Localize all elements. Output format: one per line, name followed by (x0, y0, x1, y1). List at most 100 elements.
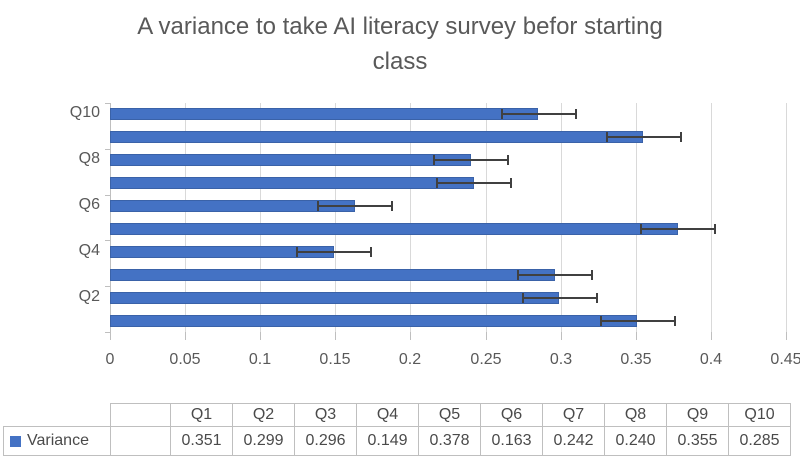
x-axis-tick (486, 332, 487, 340)
table-value-Q5: 0.378 (418, 426, 481, 456)
error-bar-cap-right-Q9 (680, 132, 682, 143)
error-bar-cap-left-Q1 (600, 315, 602, 326)
table-header-Q10: Q10 (728, 403, 791, 427)
x-axis-tick (260, 332, 261, 340)
x-axis-tick (410, 332, 411, 340)
error-bar-Q8 (433, 159, 508, 162)
y-axis-label-Q6: Q6 (78, 196, 100, 213)
error-bar-cap-left-Q7 (436, 178, 438, 189)
error-bar-cap-right-Q7 (510, 178, 512, 189)
table-value-Q9: 0.355 (666, 426, 729, 456)
x-axis-tick (711, 332, 712, 340)
y-axis-tick (105, 240, 110, 241)
x-tick-label: 0.1 (248, 351, 272, 368)
table-value-Q7: 0.242 (542, 426, 605, 456)
table-corner-cell (3, 403, 111, 427)
error-bar-cap-left-Q6 (317, 201, 319, 212)
x-tick-label: 0.4 (699, 351, 723, 368)
x-tick-label: 0.2 (398, 351, 422, 368)
gridline (260, 103, 261, 332)
error-bar-cap-right-Q6 (391, 201, 393, 212)
error-bar-cap-right-Q4 (370, 246, 372, 257)
error-bar-Q9 (606, 136, 681, 139)
y-axis-label-Q10: Q10 (69, 104, 100, 121)
error-bar-cap-right-Q2 (596, 292, 598, 303)
bar-Q5 (110, 222, 678, 235)
table-header-Q3: Q3 (294, 403, 357, 427)
error-bar-cap-left-Q9 (606, 132, 608, 143)
table-value-Q10: 0.285 (728, 426, 791, 456)
gridline (410, 103, 411, 332)
bar-Q1 (110, 314, 637, 327)
gridline (185, 103, 186, 332)
legend-marker-icon (10, 435, 21, 447)
error-bar-Q4 (296, 250, 371, 253)
x-tick-label: 0.45 (770, 351, 800, 368)
legend-label: Variance (27, 432, 89, 449)
table-value-Q2: 0.299 (232, 426, 295, 456)
table-blank-header-cell (110, 403, 171, 427)
y-axis-label-Q8: Q8 (78, 150, 100, 167)
y-axis-tick (105, 286, 110, 287)
y-axis-tick (105, 103, 110, 104)
table-data-row: Variance 0.351 0.299 0.296 0.149 0.378 0.163 0.… (3, 426, 791, 456)
table-header-Q7: Q7 (542, 403, 605, 427)
error-bar-Q6 (317, 205, 392, 208)
error-bar-Q2 (522, 296, 597, 299)
table-blank-data-cell (110, 426, 171, 456)
legend-cell: Variance (3, 426, 111, 456)
table-value-Q8: 0.240 (604, 426, 667, 456)
bar-Q10 (110, 108, 538, 121)
x-tick-label: 0.3 (549, 351, 573, 368)
y-axis-tick (105, 332, 110, 333)
error-bar-cap-left-Q2 (522, 292, 524, 303)
error-bar-cap-right-Q10 (575, 109, 577, 120)
table-header-Q8: Q8 (604, 403, 667, 427)
error-bar-Q1 (600, 319, 675, 322)
y-axis-line (110, 103, 111, 332)
error-bar-cap-right-Q8 (507, 155, 509, 166)
table-value-Q4: 0.149 (356, 426, 419, 456)
gridline (636, 103, 637, 332)
x-tick-label: 0 (105, 351, 115, 368)
gridline (486, 103, 487, 332)
gridline (335, 103, 336, 332)
error-bar-cap-right-Q1 (674, 315, 676, 326)
error-bar-cap-right-Q5 (714, 223, 716, 234)
y-axis-label-Q2: Q2 (78, 288, 100, 305)
gridline (711, 103, 712, 332)
table-header-Q1: Q1 (170, 403, 233, 427)
chart-title-line-1: A variance to take AI literacy survey be… (137, 13, 663, 40)
bar-Q2 (110, 291, 559, 304)
data-table: Q1 Q2 Q3 Q4 Q5 Q6 Q7 Q8 Q9 Q10 Variance 0.351 0.299 0… (3, 403, 791, 456)
error-bar-cap-right-Q3 (591, 269, 593, 280)
chart-title: A variance to take AI literacy survey be… (80, 9, 720, 79)
error-bar-cap-left-Q10 (501, 109, 503, 120)
bar-Q9 (110, 131, 643, 144)
x-tick-label: 0.15 (319, 351, 351, 368)
table-value-Q1: 0.351 (170, 426, 233, 456)
x-axis-tick (335, 332, 336, 340)
error-bar-Q7 (436, 182, 511, 185)
x-tick-label: 0.35 (620, 351, 652, 368)
error-bar-Q10 (501, 113, 576, 116)
error-bar-cap-left-Q5 (640, 223, 642, 234)
bar-Q7 (110, 177, 474, 190)
table-value-Q3: 0.296 (294, 426, 357, 456)
table-header-row: Q1 Q2 Q3 Q4 Q5 Q6 Q7 Q8 Q9 Q10 (3, 403, 791, 427)
table-header-Q6: Q6 (480, 403, 543, 427)
bar-Q8 (110, 154, 471, 167)
table-header-Q9: Q9 (666, 403, 729, 427)
gridline (561, 103, 562, 332)
error-bar-cap-left-Q8 (433, 155, 435, 166)
error-bar-cap-left-Q3 (517, 269, 519, 280)
x-tick-label: 0.05 (169, 351, 201, 368)
error-bar-Q3 (517, 273, 592, 276)
table-value-Q6: 0.163 (480, 426, 543, 456)
error-bar-cap-left-Q4 (296, 246, 298, 257)
table-header-Q5: Q5 (418, 403, 481, 427)
y-axis-label-Q4: Q4 (78, 242, 100, 259)
x-axis-tick (786, 332, 787, 340)
